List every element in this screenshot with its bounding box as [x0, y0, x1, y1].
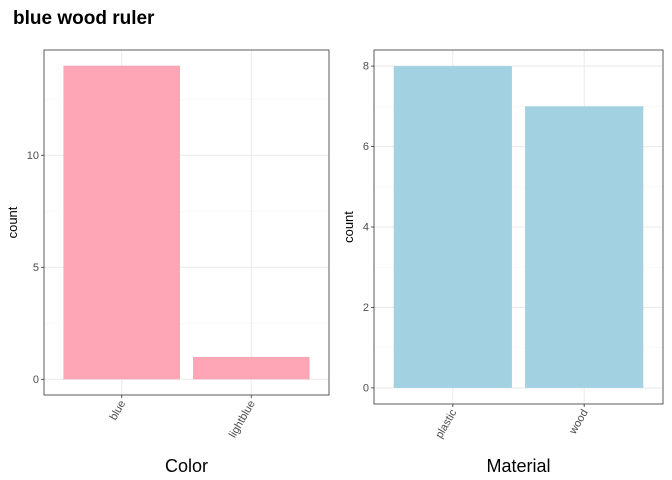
y-axis-title: count: [341, 211, 356, 243]
x-tick-label-blue: blue: [108, 399, 129, 423]
bar-blue: [63, 65, 181, 380]
y-tick-label: 10: [27, 150, 39, 162]
x-tick-label-lightblue: lightblue: [227, 399, 258, 440]
panel-border: [43, 49, 330, 396]
x-axis-title: Material: [486, 456, 550, 476]
bar-lightblue: [192, 356, 310, 380]
bar-wood: [525, 106, 644, 388]
y-tick-label: 5: [33, 262, 39, 274]
chart-title: blue wood ruler: [13, 8, 155, 29]
y-tick-label: 2: [363, 302, 369, 314]
y-tick-label: 4: [363, 222, 369, 234]
chart-panel-2: 0 2 4 6 8 plastic wood Material count: [341, 49, 664, 476]
x-axis-title: Color: [165, 456, 208, 476]
x-tick-label-plastic: plastic: [433, 407, 459, 440]
y-tick-label: 8: [363, 61, 369, 73]
chart-panel-1: 0 5 10 blue lightblue Color count: [5, 49, 330, 476]
bar-plastic: [393, 66, 512, 388]
y-axis-title: count: [5, 206, 20, 238]
y-tick-label: 6: [363, 141, 369, 153]
x-tick-label-wood: wood: [567, 408, 591, 438]
y-tick-label: 0: [33, 374, 39, 386]
y-tick-label: 0: [363, 382, 369, 394]
